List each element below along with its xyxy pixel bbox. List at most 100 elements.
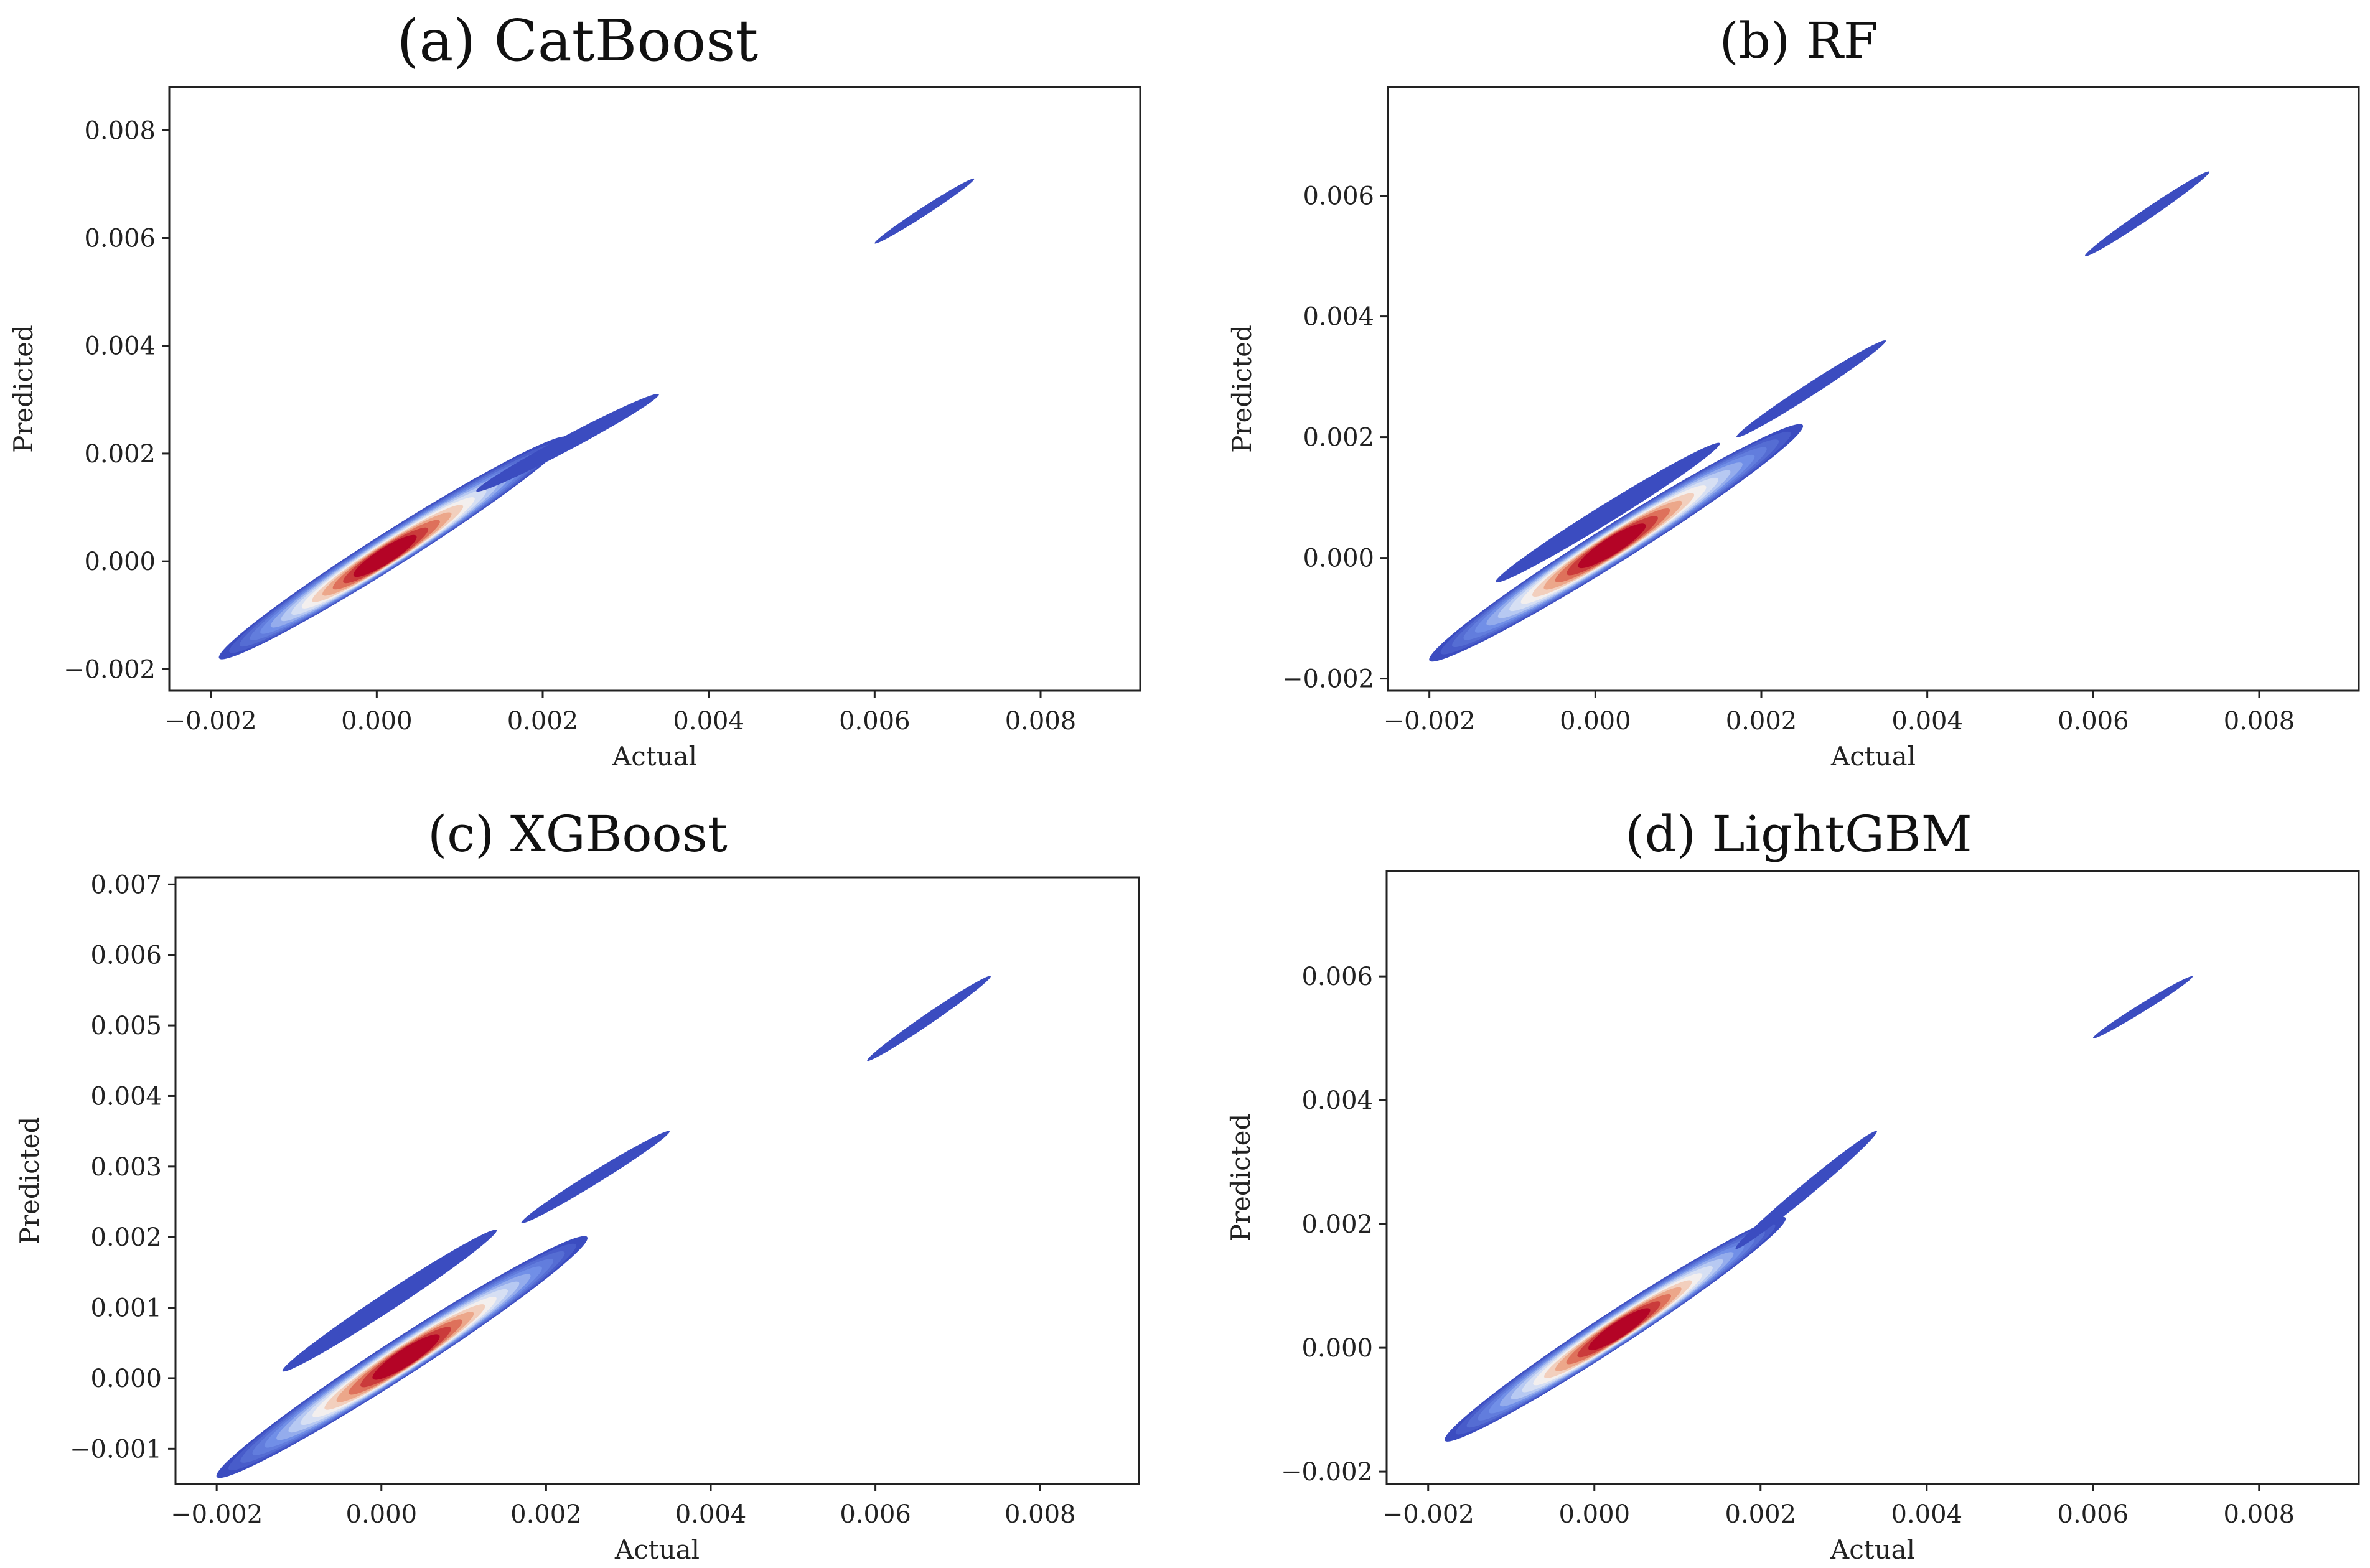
y-tick-label: −0.002 (63, 655, 156, 684)
panel-title: (b) RF (1720, 12, 1878, 70)
y-tick-label: 0.005 (90, 1012, 162, 1040)
x-axis: −0.002 0.000 0.002 0.004 0.006 0.008 (171, 1484, 1075, 1529)
x-tick-label: 0.008 (2224, 1500, 2295, 1529)
y-axis-label: Predicted (1227, 325, 1257, 453)
density-cluster-4 (867, 976, 991, 1062)
y-tick-label: 0.004 (90, 1082, 162, 1111)
y-tick-label: 0.008 (84, 116, 156, 145)
density-cluster-2 (282, 1230, 497, 1372)
x-tick-label: −0.002 (1382, 1500, 1474, 1529)
density-area (1429, 171, 2210, 662)
density-level (1736, 340, 1886, 438)
x-tick-label: −0.002 (171, 1500, 263, 1529)
x-axis-label: Actual (614, 1534, 700, 1565)
x-tick-label: 0.008 (1005, 1500, 1076, 1529)
density-cluster-1 (218, 436, 568, 660)
y-tick-label: 0.002 (90, 1223, 162, 1252)
y-axis-label: Predicted (8, 325, 39, 453)
x-tick-label: 0.002 (507, 707, 579, 735)
density-level (353, 534, 417, 577)
y-tick-label: 0.002 (1301, 1210, 1373, 1239)
density-cluster-3 (874, 178, 975, 244)
density-level (521, 1131, 670, 1223)
density-area (1445, 976, 2193, 1442)
x-tick-label: 0.004 (1891, 1500, 1963, 1529)
density-level (282, 1230, 497, 1372)
x-tick-label: 0.000 (1560, 707, 1631, 735)
x-axis: −0.002 0.000 0.002 0.004 0.006 0.008 (1382, 1484, 2295, 1529)
y-tick-label: 0.007 (90, 870, 162, 899)
density-level (476, 393, 659, 492)
y-tick-label: 0.000 (1301, 1334, 1373, 1363)
x-tick-label: −0.002 (1384, 707, 1476, 735)
density-level (372, 1334, 440, 1380)
y-tick-label: 0.006 (1301, 963, 1373, 991)
x-tick-label: 0.006 (839, 707, 911, 735)
density-cluster-3 (1736, 340, 1886, 438)
y-tick-label: 0.002 (1303, 424, 1374, 452)
x-axis: −0.002 0.000 0.002 0.004 0.006 0.008 (165, 691, 1077, 735)
density-cluster-2 (1496, 442, 1720, 583)
y-tick-label: 0.003 (90, 1153, 162, 1182)
panel-2: −0.002 0.000 0.002 0.004 0.006 0.008 −0.002 0.0… (1227, 12, 2360, 772)
x-tick-label: 0.000 (346, 1500, 418, 1529)
x-tick-label: 0.006 (2058, 1500, 2129, 1529)
y-tick-label: 0.000 (90, 1365, 162, 1393)
y-axis: −0.001 0.000 0.001 0.002 0.003 0.004 0.005 0.00… (70, 870, 176, 1463)
density-cluster-2 (1735, 1131, 1877, 1249)
y-tick-label: 0.000 (1303, 544, 1374, 573)
x-tick-label: −0.002 (165, 707, 257, 735)
density-level (1496, 442, 1720, 583)
y-tick-label: 0.004 (1301, 1086, 1373, 1115)
plot-frame (1385, 870, 2360, 1485)
y-axis-label: Predicted (14, 1117, 45, 1245)
x-tick-label: 0.008 (1005, 707, 1077, 735)
y-tick-label: 0.004 (84, 332, 156, 361)
y-tick-label: 0.002 (84, 440, 156, 469)
x-axis-label: Actual (612, 741, 697, 772)
plot-frame (1387, 86, 2360, 692)
x-axis-label: Actual (1830, 741, 1916, 772)
x-axis-label: Actual (1830, 1534, 1915, 1565)
x-tick-label: 0.002 (510, 1500, 582, 1529)
density-cluster-1 (216, 1236, 588, 1478)
y-axis-label: Predicted (1225, 1114, 1256, 1242)
density-level (2092, 976, 2193, 1038)
density-cluster-4 (2084, 171, 2210, 256)
panel-1: −0.002 0.000 0.002 0.004 0.006 0.008 −0.002 0.0… (8, 7, 1141, 772)
density-cluster-1 (1445, 1216, 1786, 1442)
density-level (1735, 1131, 1877, 1249)
density-area (218, 178, 975, 660)
panel-3: −0.002 0.000 0.002 0.004 0.006 0.008 −0.001 0.0… (14, 805, 1140, 1565)
y-axis: −0.002 0.000 0.002 0.004 0.006 0.008 (63, 116, 169, 684)
x-tick-label: 0.000 (341, 707, 413, 735)
y-axis: −0.002 0.000 0.002 0.004 0.006 (1282, 182, 1388, 694)
x-tick-label: 0.004 (1891, 707, 1963, 735)
x-tick-label: 0.000 (1559, 1500, 1631, 1529)
x-axis: −0.002 0.000 0.002 0.004 0.006 0.008 (1384, 691, 2295, 735)
density-area (216, 976, 991, 1478)
y-axis: −0.002 0.000 0.002 0.004 0.006 (1281, 963, 1387, 1486)
x-tick-label: 0.008 (2224, 707, 2295, 735)
y-tick-label: 0.004 (1303, 303, 1374, 332)
x-tick-label: 0.002 (1725, 1500, 1797, 1529)
panel-title: (a) CatBoost (397, 7, 759, 74)
panel-title: (c) XGBoost (428, 805, 728, 863)
density-cluster-2 (476, 393, 659, 492)
x-tick-label: 0.006 (840, 1500, 911, 1529)
density-cluster-3 (2092, 976, 2193, 1038)
density-level (2084, 171, 2210, 256)
panel-title: (d) LightGBM (1625, 805, 1972, 863)
density-level (867, 976, 991, 1062)
y-tick-label: −0.001 (70, 1435, 162, 1463)
y-tick-label: 0.000 (84, 548, 156, 576)
density-level (874, 178, 975, 244)
y-tick-label: 0.006 (1303, 182, 1374, 211)
y-tick-label: −0.002 (1282, 665, 1374, 694)
y-tick-label: −0.002 (1281, 1458, 1373, 1486)
density-level (1588, 1308, 1651, 1351)
density-cluster-1 (1429, 424, 1804, 662)
plot-frame (168, 86, 1141, 692)
y-tick-label: 0.001 (90, 1294, 162, 1323)
